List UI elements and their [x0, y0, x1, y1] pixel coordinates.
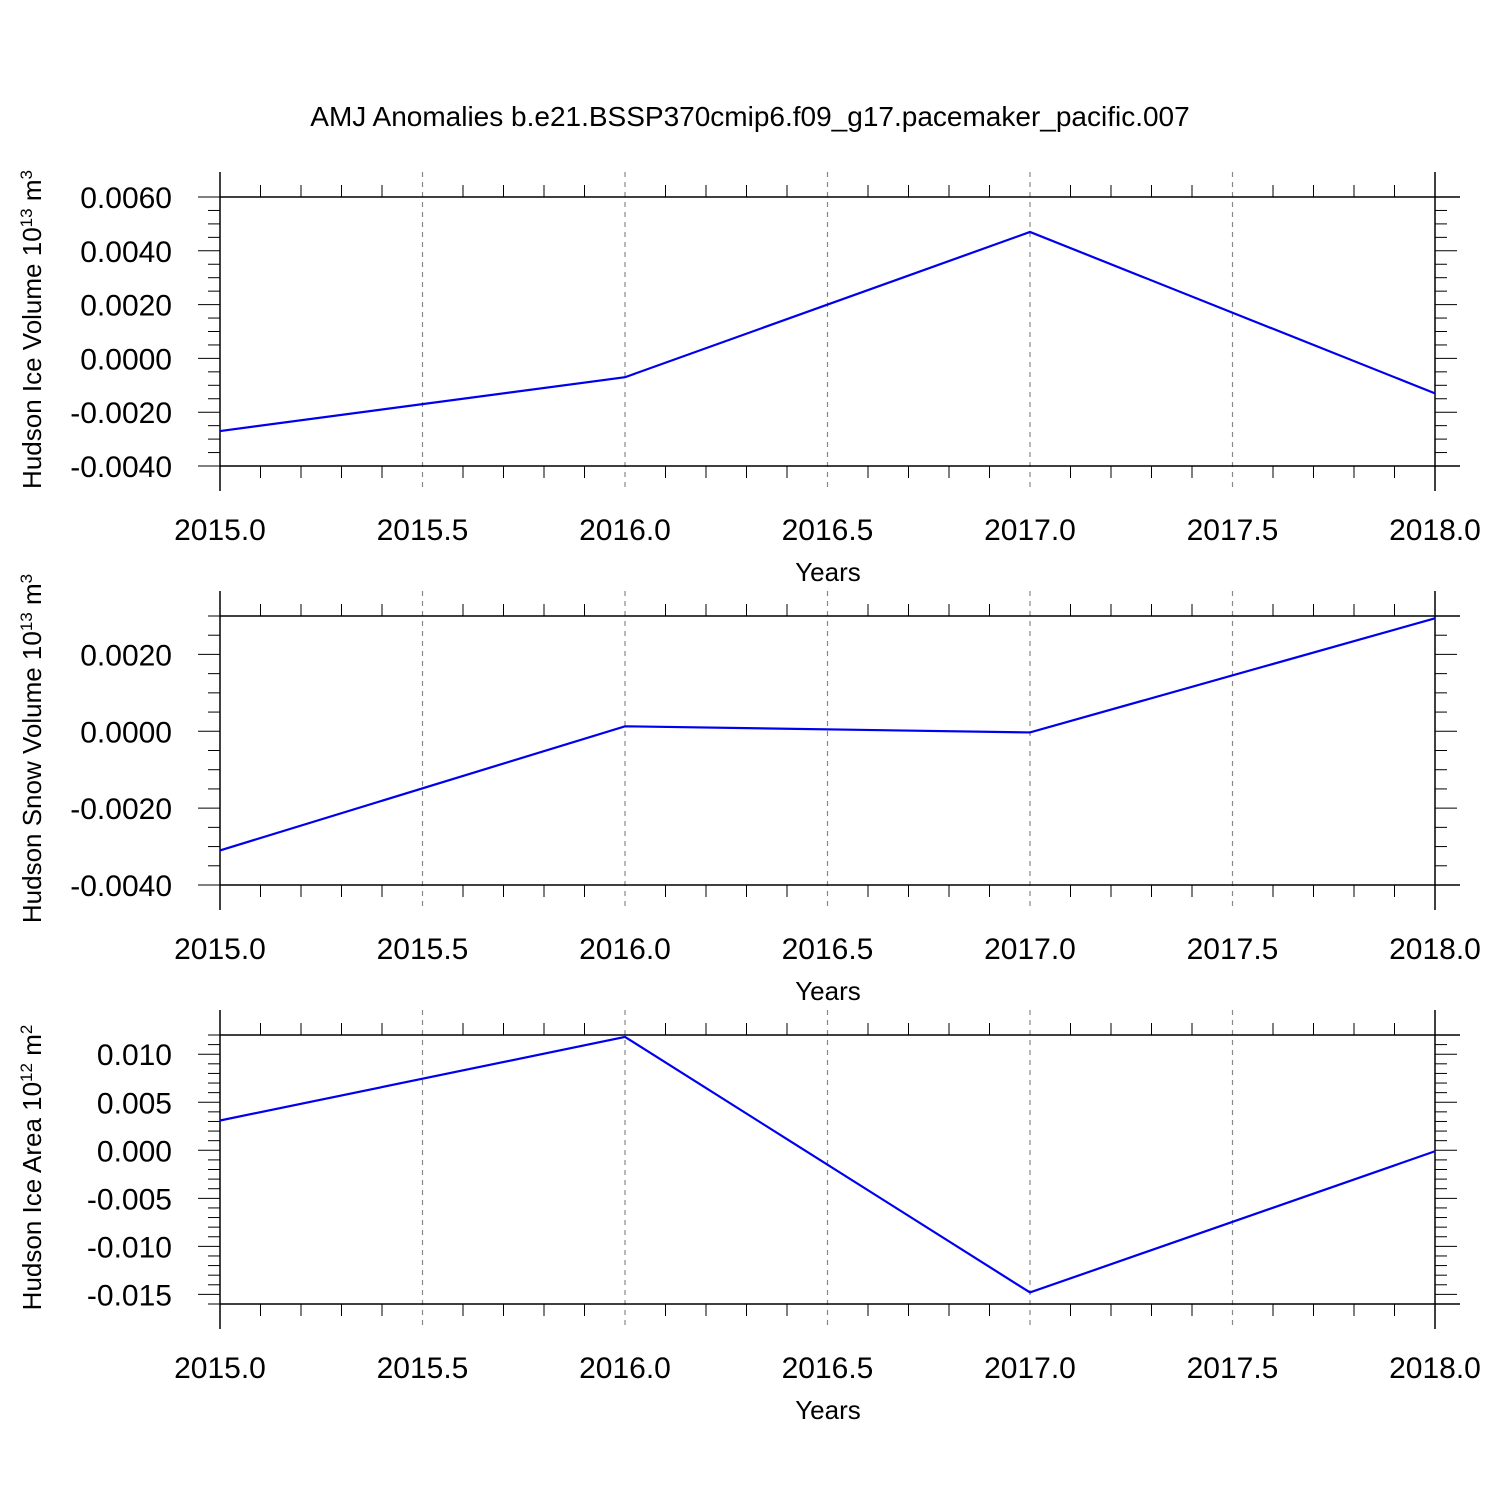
panel-2: 2015.0 2015.5 2016.0 2016.5 2017.0 2017.5 2018… — [17, 574, 1481, 1006]
x-tick-label: 2018.0 — [1389, 933, 1481, 966]
series-line — [219, 230, 1436, 433]
x-tick-label: 2016.0 — [579, 514, 671, 547]
x-tick-label: 2017.0 — [984, 514, 1076, 547]
x-tick-label: 2018.0 — [1389, 1352, 1481, 1385]
series-line — [219, 617, 1436, 852]
x-tick-label: 2016.5 — [782, 514, 874, 547]
y-tick-label: 0.0020 — [80, 639, 172, 672]
y-tick-label: 0.010 — [97, 1039, 172, 1072]
series-line — [219, 1035, 1436, 1294]
y-tick-label: -0.015 — [87, 1279, 172, 1312]
x-tick-label: 2017.5 — [1187, 1352, 1279, 1385]
y-tick-label: 0.0000 — [80, 716, 172, 749]
x-axis-title: Years — [795, 976, 861, 1006]
x-tick-label: 2017.5 — [1187, 514, 1279, 547]
panels: 2015.0 2015.5 2016.0 2016.5 2017.0 2017.5 2018… — [17, 170, 1481, 1425]
y-tick-label: -0.005 — [87, 1183, 172, 1216]
x-tick-label: 2015.5 — [377, 514, 469, 547]
y-tick-label: 0.0060 — [80, 182, 172, 215]
x-axis-title: Years — [795, 557, 861, 587]
x-tick-label: 2016.0 — [579, 933, 671, 966]
y-axis-title: Hudson Ice Volume 1013 m3 — [17, 170, 48, 489]
y-tick-label: 0.005 — [97, 1087, 172, 1120]
panel-1: 2015.0 2015.5 2016.0 2016.5 2017.0 2017.5 2018… — [17, 170, 1481, 587]
y-tick-label: -0.0020 — [70, 793, 172, 826]
x-tick-label: 2015.5 — [377, 933, 469, 966]
y-tick-label: -0.0020 — [70, 397, 172, 430]
x-tick-label: 2018.0 — [1389, 514, 1481, 547]
x-tick-label: 2015.0 — [174, 1352, 266, 1385]
y-tick-label: -0.0040 — [70, 870, 172, 903]
x-tick-label: 2017.0 — [984, 1352, 1076, 1385]
y-axis-title: Hudson Snow Volume 1013 m3 — [17, 574, 48, 923]
y-tick-label: -0.010 — [87, 1231, 172, 1264]
x-tick-label: 2017.0 — [984, 933, 1076, 966]
figure-title: AMJ Anomalies b.e21.BSSP370cmip6.f09_g17… — [310, 101, 1189, 132]
x-tick-label: 2015.5 — [377, 1352, 469, 1385]
x-tick-label: 2017.5 — [1187, 933, 1279, 966]
y-tick-label: 0.000 — [97, 1135, 172, 1168]
x-tick-label: 2016.5 — [782, 933, 874, 966]
y-tick-label: -0.0040 — [70, 451, 172, 484]
x-tick-label: 2016.5 — [782, 1352, 874, 1385]
x-tick-label: 2015.0 — [174, 514, 266, 547]
y-tick-label: 0.0000 — [80, 343, 172, 376]
x-tick-label: 2016.0 — [579, 1352, 671, 1385]
y-axis-title: Hudson Ice Area 1012 m2 — [17, 1025, 48, 1311]
panel-3: 2015.0 2015.5 2016.0 2016.5 2017.0 2017.5 2018… — [17, 1010, 1481, 1425]
x-tick-label: 2015.0 — [174, 933, 266, 966]
y-tick-label: 0.0040 — [80, 236, 172, 269]
x-axis-title: Years — [795, 1395, 861, 1425]
y-tick-label: 0.0020 — [80, 290, 172, 323]
